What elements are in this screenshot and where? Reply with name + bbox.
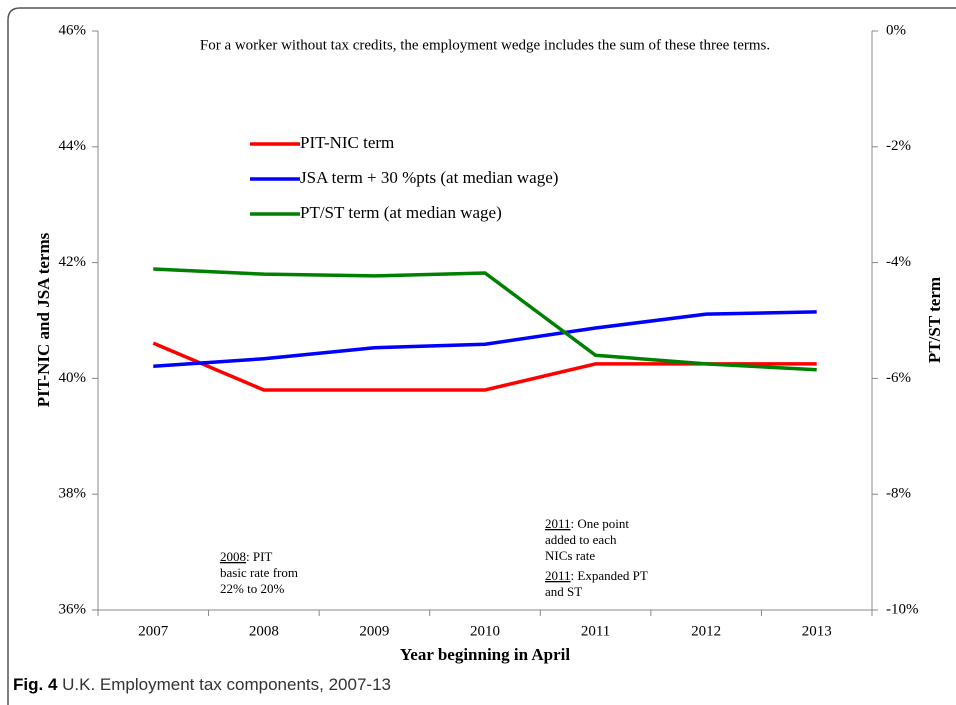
frame: [7, 7, 956, 705]
annotation: 2011: Expanded PT: [545, 568, 648, 583]
caption-text: U.K. Employment tax components, 2007-13: [62, 675, 391, 694]
annotation-year: 2011: [545, 516, 571, 531]
y2-tick-label: 0%: [886, 22, 906, 38]
annotation-text: 22% to 20%: [220, 581, 284, 596]
annotation-text: and ST: [545, 584, 582, 599]
x-tick-label: 2012: [691, 623, 721, 639]
y-tick-label: 36%: [59, 601, 87, 617]
x-tick-label: 2008: [249, 623, 279, 639]
y2-tick-label: -2%: [886, 138, 911, 154]
x-tick-label: 2007: [138, 623, 169, 639]
annotation: NICs rate: [545, 548, 595, 563]
caption-label: Fig. 4: [13, 675, 58, 694]
legend-label: JSA term + 30 %pts (at median wage): [300, 168, 558, 187]
chart-title: For a worker without tax credits, the em…: [200, 37, 770, 53]
y-tick-label: 44%: [59, 138, 87, 154]
annotation: 2008: PIT: [220, 549, 272, 564]
series-line: [153, 267, 817, 372]
y-tick-label: 40%: [59, 370, 87, 386]
legend-label: PIT-NIC term: [300, 133, 394, 152]
annotation-text: : PIT: [246, 549, 272, 564]
y-tick-label: 42%: [59, 254, 87, 270]
annotation-text: : Expanded PT: [571, 568, 648, 583]
annotation: 2011: One point: [545, 516, 629, 531]
series-line: [153, 310, 817, 368]
annotation-text: NICs rate: [545, 548, 595, 563]
caption: Fig. 4 U.K. Employment tax components, 2…: [13, 675, 391, 694]
y2-tick-label: -4%: [886, 254, 911, 270]
x-tick-label: 2011: [581, 623, 610, 639]
annotation: basic rate from: [220, 565, 298, 580]
y2-tick-label: -10%: [886, 601, 919, 617]
annotation-year: 2011: [545, 568, 571, 583]
x-axis-label: Year beginning in April: [400, 645, 570, 664]
annotation-text: added to each: [545, 532, 617, 547]
annotation-year: 2008: [220, 549, 246, 564]
x-tick-label: 2013: [802, 623, 832, 639]
legend-label: PT/ST term (at median wage): [300, 203, 502, 222]
y2-axis-label: PT/ST term: [925, 277, 944, 363]
annotation-text: : One point: [571, 516, 630, 531]
y-axis-label: PIT-NIC and JSA terms: [34, 232, 53, 407]
y2-tick-label: -8%: [886, 486, 911, 502]
y2-tick-label: -6%: [886, 370, 911, 386]
annotation: 22% to 20%: [220, 581, 284, 596]
y-tick-label: 46%: [59, 22, 87, 38]
x-tick-label: 2010: [470, 623, 500, 639]
x-tick-label: 2009: [359, 623, 389, 639]
y-tick-label: 38%: [59, 486, 87, 502]
annotation: added to each: [545, 532, 617, 547]
annotation: and ST: [545, 584, 582, 599]
series-line: [152, 341, 817, 392]
annotation-text: basic rate from: [220, 565, 298, 580]
